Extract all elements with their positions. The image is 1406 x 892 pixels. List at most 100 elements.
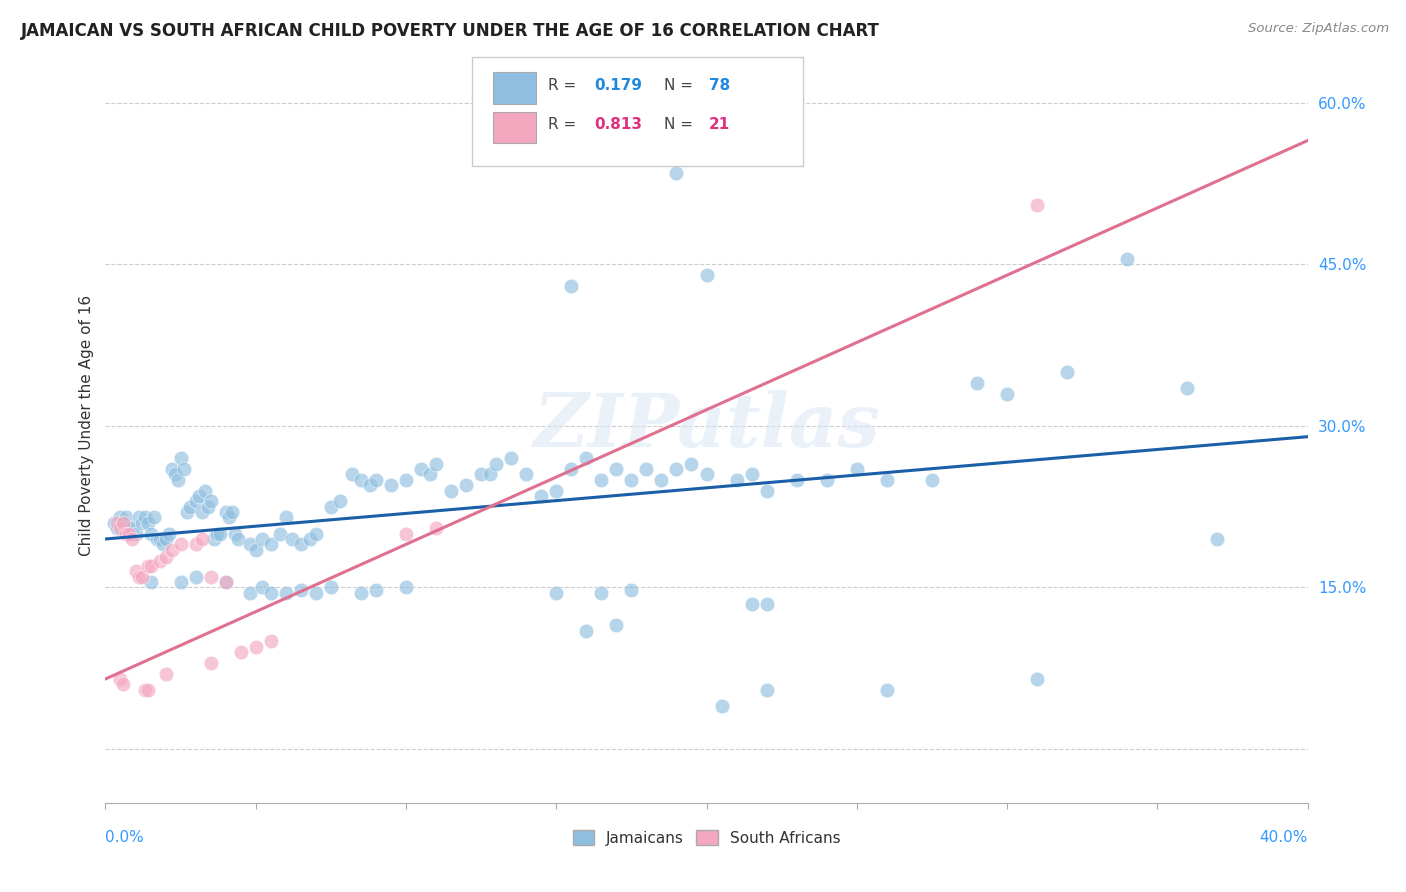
Text: 40.0%: 40.0% — [1260, 830, 1308, 845]
Point — [966, 376, 988, 390]
Point — [112, 516, 135, 530]
Point — [1116, 252, 1139, 266]
Y-axis label: Child Poverty Under the Age of 16: Child Poverty Under the Age of 16 — [79, 295, 94, 557]
Point — [741, 597, 763, 611]
Point — [260, 586, 283, 600]
Point — [250, 581, 273, 595]
Point — [229, 645, 252, 659]
Point — [160, 542, 183, 557]
Point — [876, 473, 898, 487]
Point — [202, 532, 225, 546]
Point — [359, 478, 381, 492]
Point — [239, 586, 262, 600]
Point — [319, 581, 342, 595]
Point — [205, 526, 228, 541]
Point — [155, 532, 177, 546]
Point — [115, 526, 138, 541]
Point — [274, 510, 297, 524]
Point — [755, 597, 778, 611]
Point — [710, 698, 733, 713]
Point — [290, 537, 312, 551]
Point — [107, 516, 129, 530]
Point — [131, 516, 153, 530]
Point — [124, 564, 146, 578]
Point — [224, 526, 246, 541]
Point — [605, 618, 627, 632]
Text: R =: R = — [548, 117, 581, 132]
Point — [160, 462, 183, 476]
Point — [620, 582, 643, 597]
Point — [214, 575, 236, 590]
Point — [239, 537, 262, 551]
Text: ZIPatlas: ZIPatlas — [533, 390, 880, 462]
Point — [155, 666, 177, 681]
Point — [218, 510, 240, 524]
Point — [269, 526, 291, 541]
Point — [560, 462, 582, 476]
Point — [112, 677, 135, 691]
Point — [364, 473, 387, 487]
Point — [305, 586, 328, 600]
Point — [121, 532, 143, 546]
Bar — [492, 72, 536, 104]
Point — [546, 586, 568, 600]
Point — [350, 473, 373, 487]
Point — [636, 462, 658, 476]
Point — [591, 586, 613, 600]
Point — [696, 268, 718, 283]
Point — [319, 500, 342, 514]
Point — [250, 532, 273, 546]
Point — [298, 532, 321, 546]
Point — [139, 526, 162, 541]
Point — [350, 586, 373, 600]
Point — [921, 473, 943, 487]
Point — [274, 586, 297, 600]
Point — [260, 537, 283, 551]
Point — [1206, 532, 1229, 546]
Point — [681, 457, 703, 471]
Point — [605, 462, 627, 476]
Point — [169, 575, 191, 590]
Point — [741, 467, 763, 482]
Point — [190, 532, 212, 546]
Point — [479, 467, 502, 482]
Point — [485, 457, 508, 471]
Point — [425, 457, 447, 471]
Text: N =: N = — [665, 117, 699, 132]
Point — [725, 473, 748, 487]
Point — [425, 521, 447, 535]
Point — [128, 570, 150, 584]
Bar — [492, 112, 536, 144]
Point — [1056, 365, 1078, 379]
Point — [395, 526, 418, 541]
Point — [260, 634, 283, 648]
Text: JAMAICAN VS SOUTH AFRICAN CHILD POVERTY UNDER THE AGE OF 16 CORRELATION CHART: JAMAICAN VS SOUTH AFRICAN CHILD POVERTY … — [21, 22, 880, 40]
Legend: Jamaicans, South Africans: Jamaicans, South Africans — [567, 824, 846, 852]
Point — [395, 473, 418, 487]
Point — [786, 473, 808, 487]
Text: 78: 78 — [709, 78, 730, 93]
Point — [176, 505, 198, 519]
Point — [665, 462, 688, 476]
Point — [121, 521, 143, 535]
Point — [134, 510, 156, 524]
Point — [179, 500, 201, 514]
Point — [876, 682, 898, 697]
Point — [173, 462, 195, 476]
Point — [845, 462, 868, 476]
Point — [226, 532, 249, 546]
Text: Source: ZipAtlas.com: Source: ZipAtlas.com — [1249, 22, 1389, 36]
Point — [575, 451, 598, 466]
Point — [118, 526, 141, 541]
Point — [166, 473, 188, 487]
Point — [620, 473, 643, 487]
Point — [142, 510, 165, 524]
Point — [131, 570, 153, 584]
Point — [281, 532, 304, 546]
Point — [515, 467, 537, 482]
Text: 21: 21 — [709, 117, 730, 132]
Point — [755, 682, 778, 697]
Point — [112, 516, 135, 530]
Point — [1026, 198, 1049, 212]
Point — [501, 451, 523, 466]
